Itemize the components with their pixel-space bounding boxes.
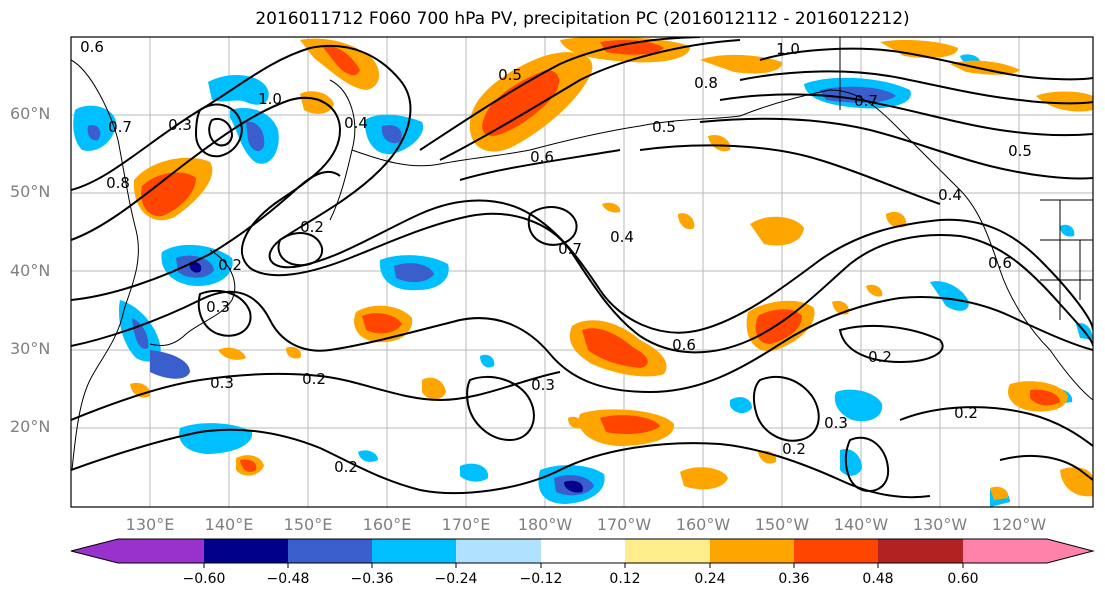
lon-label: 150°W bbox=[754, 515, 810, 534]
colorbar-segment bbox=[372, 539, 456, 563]
contour-label: 0.5 bbox=[498, 66, 522, 84]
contour-label: 0.7 bbox=[558, 240, 582, 258]
contour-labels: 0.6 1.0 0.7 0.3 0.8 0.5 0.2 0.4 0.2 0.3 … bbox=[80, 38, 1032, 476]
colorbar-segment bbox=[710, 539, 794, 563]
contour-label: 0.4 bbox=[610, 228, 634, 246]
contour-label: 0.6 bbox=[988, 254, 1012, 272]
colorbar-extend-high bbox=[1047, 539, 1093, 563]
lon-label: 160°W bbox=[675, 515, 731, 534]
lon-label: 180°W bbox=[517, 515, 573, 534]
contour-label: 0.6 bbox=[530, 148, 554, 166]
contour-label: 0.6 bbox=[672, 336, 696, 354]
lat-label: 50°N bbox=[10, 182, 51, 201]
contour-label: 1.0 bbox=[776, 40, 800, 58]
contour-label: 1.0 bbox=[258, 90, 282, 108]
contour-label: 0.3 bbox=[210, 374, 234, 392]
lat-label: 20°N bbox=[10, 417, 51, 436]
colorbar-segment bbox=[625, 539, 710, 563]
colorbar-tick-label: −0.48 bbox=[266, 571, 310, 587]
contour-label: 0.3 bbox=[206, 298, 230, 316]
contour-label: 0.2 bbox=[300, 218, 324, 236]
contour-label: 0.8 bbox=[106, 174, 130, 192]
contour-label: 0.5 bbox=[1008, 142, 1032, 160]
colorbar-segment bbox=[118, 539, 204, 563]
precip-negative bbox=[73, 54, 1093, 507]
colorbar-tick-label: 0.24 bbox=[694, 571, 726, 587]
lon-label: 170°W bbox=[596, 515, 652, 534]
lon-label: 140°E bbox=[204, 515, 254, 534]
colorbar-segment bbox=[541, 539, 625, 563]
colorbar-tick-label: 0.12 bbox=[609, 571, 641, 587]
contour-label: 0.2 bbox=[868, 348, 892, 366]
coastlines bbox=[71, 37, 1093, 471]
lon-label: 170°E bbox=[441, 515, 491, 534]
colorbar-extend-low bbox=[71, 539, 118, 563]
colorbar-tick-label: −0.24 bbox=[434, 571, 478, 587]
contour-label: 0.2 bbox=[782, 440, 806, 458]
colorbar-segment bbox=[878, 539, 963, 563]
colorbar-tick-label: 0.36 bbox=[778, 571, 810, 587]
contour-label: 0.6 bbox=[80, 38, 104, 56]
precip-positive bbox=[130, 37, 1093, 500]
colorbar-segment bbox=[963, 539, 1047, 563]
contour-label: 0.7 bbox=[854, 92, 878, 110]
colorbar-tick-label: −0.12 bbox=[519, 571, 563, 587]
contour-label: 0.2 bbox=[302, 370, 326, 388]
map-title: 2016011712 F060 700 hPa PV, precipitatio… bbox=[255, 9, 910, 29]
lon-label: 150°E bbox=[283, 515, 333, 534]
contour-label: 0.2 bbox=[334, 458, 358, 476]
colorbar-tick-label: −0.60 bbox=[182, 571, 226, 587]
contour-label: 0.7 bbox=[108, 118, 132, 136]
colorbar-segment bbox=[794, 539, 878, 563]
lat-label: 60°N bbox=[10, 104, 51, 123]
contour-label: 0.4 bbox=[938, 186, 962, 204]
contour-label: 0.2 bbox=[954, 404, 978, 422]
contour-label: 0.3 bbox=[824, 414, 848, 432]
map-frame bbox=[70, 36, 1094, 508]
lat-label: 30°N bbox=[10, 339, 51, 358]
lon-label: 130°E bbox=[125, 515, 175, 534]
colorbar-outline bbox=[70, 538, 1095, 564]
colorbar-segment bbox=[204, 539, 288, 563]
colorbar-tick-label: 0.60 bbox=[947, 571, 979, 587]
lat-label: 40°N bbox=[10, 261, 51, 280]
contour-label: 0.8 bbox=[694, 74, 718, 92]
contour-label: 0.2 bbox=[218, 256, 242, 274]
contour-label: 0.3 bbox=[531, 376, 555, 394]
colorbar-tick-label: −0.36 bbox=[350, 571, 394, 587]
contour-label: 0.5 bbox=[652, 118, 676, 136]
contour-label: 0.3 bbox=[168, 116, 192, 134]
colorbar-segment bbox=[288, 539, 372, 563]
contour-label: 0.4 bbox=[344, 114, 368, 132]
colorbar-segment bbox=[456, 539, 541, 563]
colorbar bbox=[70, 538, 1095, 568]
lon-label: 130°W bbox=[912, 515, 968, 534]
lon-label: 120°W bbox=[991, 515, 1047, 534]
lon-label: 160°E bbox=[362, 515, 412, 534]
lon-label: 140°W bbox=[833, 515, 889, 534]
pv-contours bbox=[71, 37, 1093, 499]
colorbar-tick-label: 0.48 bbox=[862, 571, 894, 587]
